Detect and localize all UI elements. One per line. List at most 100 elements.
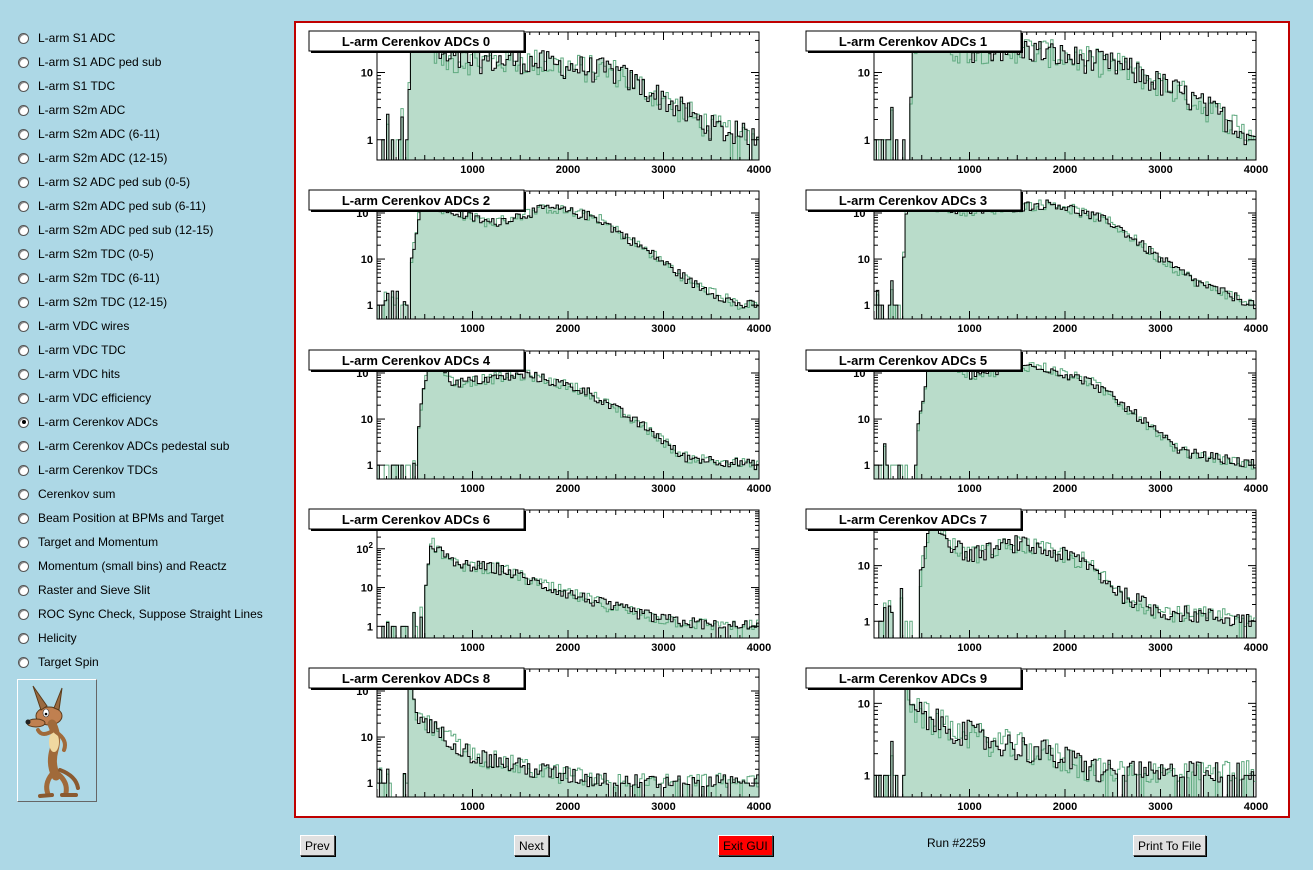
radio-button-icon[interactable] — [18, 536, 29, 548]
radio-button-icon[interactable] — [18, 392, 29, 404]
radio-label: L-arm Cerenkov ADCs — [38, 415, 159, 429]
x-tick-label: 1000 — [460, 323, 484, 335]
radio-button-icon[interactable] — [18, 320, 29, 332]
y-tick-label: 10 — [858, 254, 870, 266]
x-tick-label: 2000 — [1053, 483, 1077, 495]
radio-item-14[interactable]: L-arm VDC hits — [18, 365, 120, 383]
y-tick-label: 10 — [361, 67, 373, 79]
radio-item-8[interactable]: L-arm S2m ADC ped sub (12-15) — [18, 221, 213, 239]
x-tick-label: 3000 — [1148, 642, 1172, 654]
y-tick-label: 1 — [367, 135, 373, 147]
radio-item-22[interactable]: Momentum (small bins) and Reactz — [18, 557, 227, 575]
radio-button-icon[interactable] — [18, 296, 29, 308]
mascot-button[interactable] — [17, 679, 97, 802]
x-tick-label: 1000 — [957, 483, 981, 495]
radio-item-7[interactable]: L-arm S2m ADC ped sub (6-11) — [18, 197, 206, 215]
radio-button-icon[interactable] — [18, 56, 29, 68]
radio-item-10[interactable]: L-arm S2m TDC (6-11) — [18, 269, 160, 287]
cerenkov-adc-histograms: 1000 2000 3000 4000 1 10 L-arm Cerenkov ADCs 0… — [308, 30, 1268, 813]
histogram-panel-6: 1000 2000 3000 4000 1 10 102 L-arm Cerenkov ADC… — [308, 508, 771, 654]
radio-button-icon[interactable] — [18, 608, 29, 620]
histogram-title: L-arm Cerenkov ADCs 1 — [839, 34, 987, 49]
radio-item-1[interactable]: L-arm S1 ADC ped sub — [18, 53, 161, 71]
radio-item-2[interactable]: L-arm S1 TDC — [18, 77, 115, 95]
radio-button-icon[interactable] — [18, 464, 29, 476]
radio-button-icon[interactable] — [18, 560, 29, 572]
radio-button-icon[interactable] — [18, 248, 29, 260]
radio-button-icon[interactable] — [18, 80, 29, 92]
radio-button-icon[interactable] — [18, 272, 29, 284]
radio-item-5[interactable]: L-arm S2m ADC (12-15) — [18, 149, 167, 167]
radio-item-25[interactable]: Helicity — [18, 629, 77, 647]
histogram-title: L-arm Cerenkov ADCs 0 — [342, 34, 490, 49]
y-tick-label: 10 — [361, 732, 373, 744]
radio-button-icon[interactable] — [18, 128, 29, 140]
y-tick-label: 10 — [361, 414, 373, 426]
x-tick-label: 2000 — [1053, 642, 1077, 654]
radio-label: L-arm S2m ADC ped sub (6-11) — [38, 199, 206, 213]
run-number-label: Run #2259 — [927, 836, 986, 850]
radio-button-icon[interactable] — [18, 656, 29, 668]
y-tick-label: 10 — [361, 583, 373, 595]
radio-item-21[interactable]: Target and Momentum — [18, 533, 158, 551]
radio-button-icon[interactable] — [18, 584, 29, 596]
radio-item-12[interactable]: L-arm VDC wires — [18, 317, 129, 335]
y-tick-label: 1 — [864, 300, 870, 312]
y-tick-label: 1 — [367, 300, 373, 312]
radio-item-17[interactable]: L-arm Cerenkov ADCs pedestal sub — [18, 437, 229, 455]
radio-label: L-arm S2 ADC ped sub (0-5) — [38, 175, 191, 189]
histogram-title: L-arm Cerenkov ADCs 5 — [839, 353, 987, 368]
radio-item-6[interactable]: L-arm S2 ADC ped sub (0-5) — [18, 173, 190, 191]
histogram-fill — [874, 32, 1256, 160]
radio-button-icon[interactable] — [18, 440, 29, 452]
radio-item-23[interactable]: Raster and Sieve Slit — [18, 581, 150, 599]
radio-item-16[interactable]: L-arm Cerenkov ADCs — [18, 413, 158, 431]
radio-item-9[interactable]: L-arm S2m TDC (0-5) — [18, 245, 154, 263]
x-tick-label: 1000 — [460, 642, 484, 654]
radio-button-icon[interactable] — [18, 32, 29, 44]
radio-item-18[interactable]: L-arm Cerenkov TDCs — [18, 461, 158, 479]
radio-label: Cerenkov sum — [38, 487, 116, 501]
x-tick-label: 1000 — [460, 483, 484, 495]
print-to-file-button[interactable]: Print To File — [1133, 835, 1207, 856]
radio-button-icon[interactable] — [18, 416, 29, 428]
histogram-line — [377, 351, 759, 479]
radio-button-icon[interactable] — [18, 344, 29, 356]
radio-button-icon[interactable] — [18, 632, 29, 644]
radio-item-24[interactable]: ROC Sync Check, Suppose Straight Lines — [18, 605, 263, 623]
radio-item-11[interactable]: L-arm S2m TDC (12-15) — [18, 293, 167, 311]
radio-item-19[interactable]: Cerenkov sum — [18, 485, 115, 503]
radio-item-20[interactable]: Beam Position at BPMs and Target — [18, 509, 224, 527]
radio-item-3[interactable]: L-arm S2m ADC — [18, 101, 125, 119]
x-tick-label: 3000 — [651, 483, 675, 495]
histogram-panel-7: 1000 2000 3000 4000 1 10 L-arm Cerenkov ADCs 7 — [805, 508, 1268, 654]
prev-button[interactable]: Prev — [300, 835, 335, 856]
radio-button-icon[interactable] — [18, 512, 29, 524]
radio-button-icon[interactable] — [18, 488, 29, 500]
x-tick-label: 1000 — [460, 801, 484, 813]
radio-button-icon[interactable] — [18, 176, 29, 188]
radio-button-icon[interactable] — [18, 368, 29, 380]
radio-label: L-arm S1 ADC ped sub — [38, 55, 162, 69]
radio-item-26[interactable]: Target Spin — [18, 653, 99, 671]
radio-button-icon[interactable] — [18, 104, 29, 116]
y-tick-label: 1 — [864, 460, 870, 472]
radio-item-4[interactable]: L-arm S2m ADC (6-11) — [18, 125, 160, 143]
x-tick-label: 2000 — [1053, 323, 1077, 335]
next-button[interactable]: Next — [514, 835, 549, 856]
radio-item-0[interactable]: L-arm S1 ADC — [18, 29, 115, 47]
histogram-title: L-arm Cerenkov ADCs 4 — [342, 353, 491, 368]
radio-label: L-arm VDC efficiency — [38, 391, 152, 405]
exit-gui-button[interactable]: Exit GUI — [718, 835, 773, 856]
x-tick-label: 4000 — [747, 801, 771, 813]
x-tick-label: 4000 — [747, 164, 771, 176]
radio-button-icon[interactable] — [18, 152, 29, 164]
radio-item-15[interactable]: L-arm VDC efficiency — [18, 389, 151, 407]
radio-button-icon[interactable] — [18, 200, 29, 212]
radio-item-13[interactable]: L-arm VDC TDC — [18, 341, 126, 359]
x-tick-label: 3000 — [651, 164, 675, 176]
radio-button-icon[interactable] — [18, 224, 29, 236]
